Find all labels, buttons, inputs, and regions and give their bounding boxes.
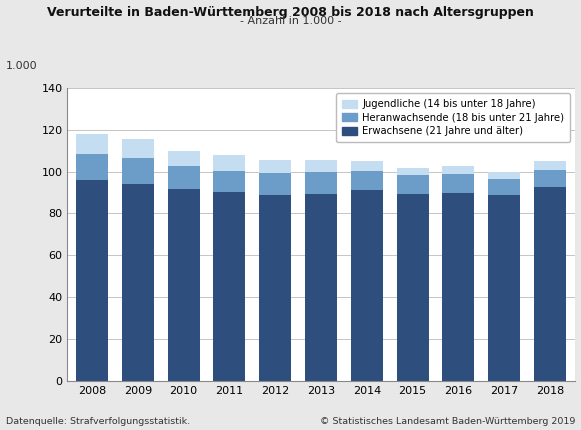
Bar (397, 168, 429, 175)
Bar (442, 193, 475, 381)
Bar (259, 195, 291, 381)
Bar (534, 161, 566, 169)
Bar (213, 155, 245, 171)
Bar (76, 180, 108, 381)
Bar (76, 134, 108, 154)
Text: - Anzahl in 1.000 -: - Anzahl in 1.000 - (240, 16, 341, 26)
Legend: Jugendliche (14 bis unter 18 Jahre), Heranwachsende (18 bis unter 21 Jahre), Erw: Jugendliche (14 bis unter 18 Jahre), Her… (336, 93, 570, 142)
Text: © Statistisches Landesamt Baden-Württemberg 2019: © Statistisches Landesamt Baden-Württemb… (320, 417, 575, 426)
Bar (167, 166, 200, 190)
Bar (397, 175, 429, 194)
Bar (351, 190, 383, 381)
Text: 1.000: 1.000 (6, 61, 37, 71)
Bar (442, 166, 475, 174)
Text: Verurteilte in Baden-Württemberg 2008 bis 2018 nach Altersgruppen: Verurteilte in Baden-Württemberg 2008 bi… (47, 6, 534, 19)
Bar (167, 151, 200, 166)
Bar (351, 171, 383, 190)
Bar (305, 160, 337, 172)
Bar (488, 172, 520, 179)
Bar (122, 158, 154, 184)
Bar (259, 173, 291, 195)
Bar (213, 171, 245, 191)
Bar (76, 154, 108, 180)
Bar (305, 172, 337, 194)
Bar (351, 161, 383, 171)
Bar (305, 194, 337, 381)
Bar (488, 179, 520, 195)
Bar (534, 187, 566, 381)
Bar (167, 190, 200, 381)
Bar (122, 139, 154, 158)
Bar (442, 174, 475, 193)
Text: Datenquelle: Strafverfolgungsstatistik.: Datenquelle: Strafverfolgungsstatistik. (6, 417, 190, 426)
Bar (122, 184, 154, 381)
Bar (397, 194, 429, 381)
Bar (213, 191, 245, 381)
Bar (534, 169, 566, 187)
Bar (488, 195, 520, 381)
Bar (259, 160, 291, 173)
